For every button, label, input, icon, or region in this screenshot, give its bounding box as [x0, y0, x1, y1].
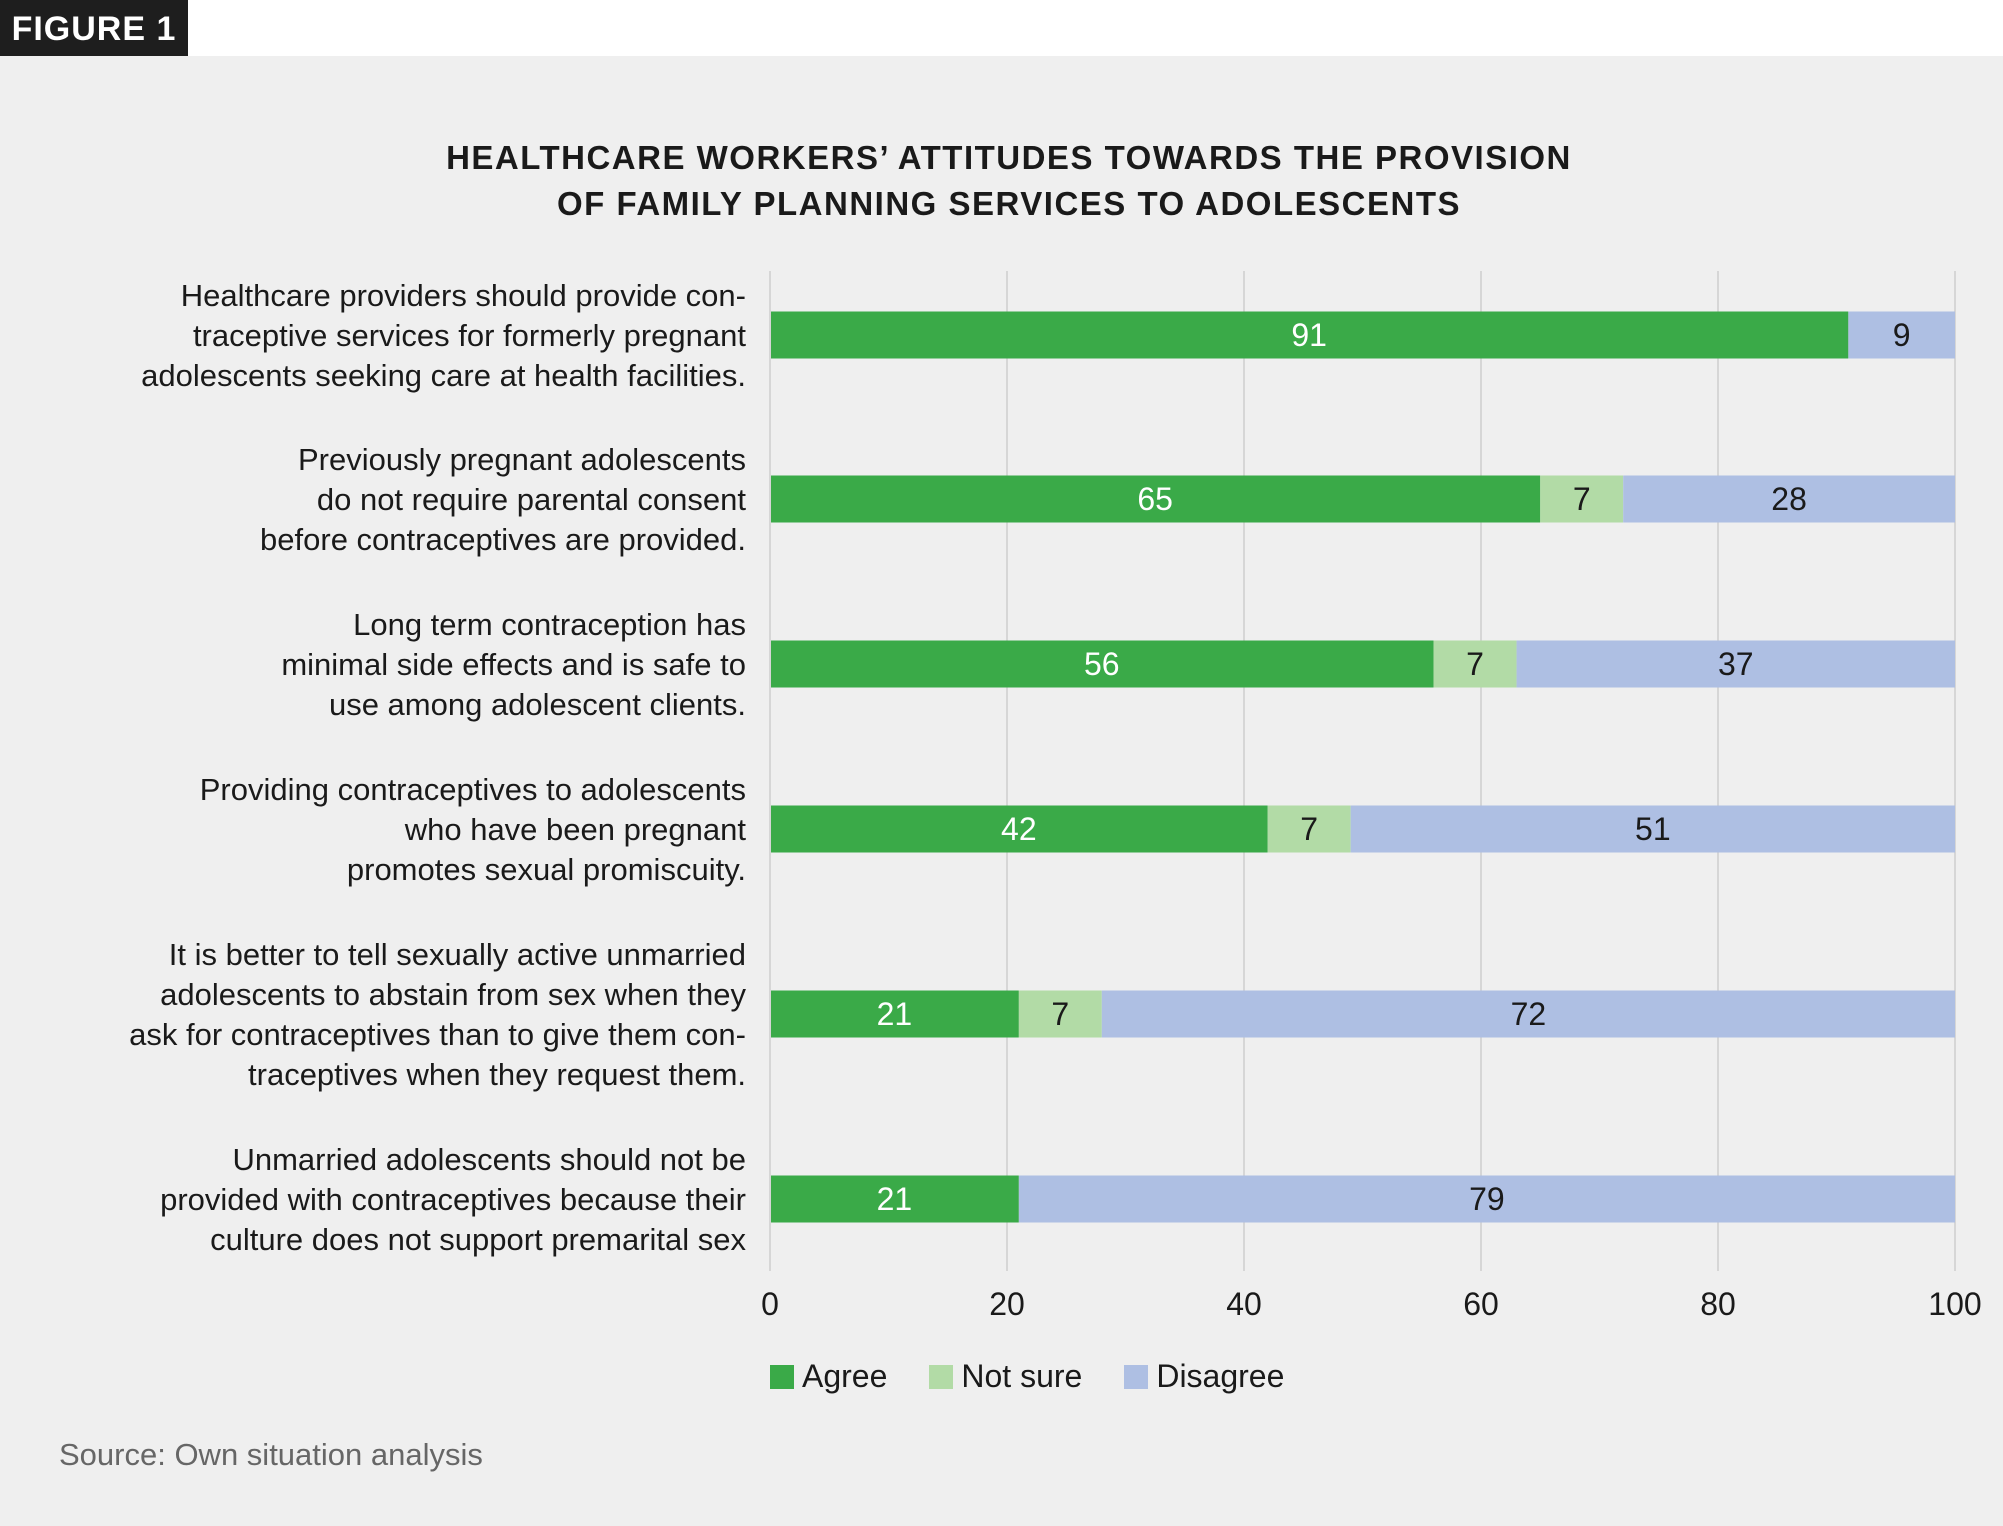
category-label: Unmarried adolescents should not be provi… — [160, 1140, 746, 1260]
legend-label: Not sure — [961, 1358, 1083, 1394]
bar-segment-not-sure — [1267, 805, 1351, 853]
category-label-line: Previously pregnant adolescents — [297, 442, 746, 477]
category-label-line: Providing contraceptives to adolescents — [199, 772, 746, 807]
data-label: 65 — [1137, 481, 1173, 517]
category-label-line: It is better to tell sexually active unm… — [168, 937, 746, 972]
legend-item: Agree — [770, 1358, 887, 1395]
x-tick-label: 20 — [989, 1286, 1025, 1322]
category-label-line: adolescents to abstain from sex when the… — [160, 977, 746, 1012]
source-note: Source: Own situation analysis — [59, 1437, 483, 1472]
bar-segment-agree — [770, 640, 1434, 688]
data-label: 7 — [1300, 811, 1318, 847]
x-tick-label: 60 — [1463, 1286, 1499, 1322]
category-label-line: before contraceptives are provided. — [260, 522, 746, 557]
category-label: Long term contraception has minimal side … — [281, 605, 746, 725]
data-label: 51 — [1635, 811, 1671, 847]
bar-segment-disagree — [1018, 1175, 1955, 1223]
bar-segment-agree — [770, 475, 1541, 523]
chart-title-line: HEALTHCARE WORKERS’ ATTITUDES TOWARDS TH… — [446, 139, 1572, 176]
data-label: 56 — [1084, 646, 1120, 682]
category-label-line: Long term contraception has — [353, 607, 746, 642]
category-label-line: Healthcare providers should provide con- — [180, 278, 746, 313]
x-tick-label: 40 — [1226, 1286, 1262, 1322]
chart-panel — [0, 56, 2003, 1526]
x-tick-label: 0 — [761, 1286, 779, 1322]
data-label: 91 — [1291, 317, 1327, 353]
legend-swatch — [770, 1364, 794, 1389]
legend-swatch — [1124, 1364, 1149, 1389]
data-label: 7 — [1573, 481, 1591, 517]
category-label-line: do not require parental consent — [316, 482, 746, 517]
bar-segment-disagree — [1848, 311, 1955, 359]
bar-segment-agree — [770, 805, 1268, 853]
bar-segment-disagree — [1101, 990, 1955, 1038]
category-label-line: ask for contraceptives than to give them… — [129, 1017, 746, 1052]
category-label-line: Unmarried adolescents should not be — [232, 1142, 746, 1177]
category-label-line: provided with contraceptives because the… — [160, 1182, 746, 1217]
data-label: 72 — [1511, 996, 1547, 1032]
legend-item: Disagree — [1124, 1358, 1284, 1395]
data-label: 79 — [1469, 1181, 1505, 1217]
category-label: Healthcare providers should provide con-… — [141, 276, 746, 396]
data-label: 28 — [1771, 481, 1807, 517]
legend-label: Agree — [802, 1358, 888, 1394]
x-tick-label: 80 — [1700, 1286, 1736, 1322]
data-label: 42 — [1001, 811, 1037, 847]
category-label: Previously pregnant adolescents do not re… — [260, 440, 746, 560]
data-label: 7 — [1466, 646, 1484, 682]
data-label: 21 — [877, 996, 913, 1032]
category-label-line: minimal side effects and is safe to — [281, 647, 746, 682]
bar-segment-disagree — [1516, 640, 1955, 688]
category-label: It is better to tell sexually active unm… — [129, 935, 746, 1095]
category-label-line: who have been pregnant — [404, 812, 746, 847]
category-label-line: adolescents seeking care at health facil… — [141, 358, 746, 393]
bar-segment-agree — [770, 1175, 1019, 1223]
figure-tab: FIGURE 1 — [0, 0, 188, 56]
data-label: 9 — [1893, 317, 1911, 353]
category-label-line: traceptive services for formerly pregnan… — [192, 318, 746, 353]
chart-title-line: OF FAMILY PLANNING SERVICES TO ADOLESCEN… — [556, 185, 1462, 222]
category-label-line: promotes sexual promiscuity. — [346, 852, 746, 887]
bar-segment-not-sure — [1540, 475, 1624, 523]
data-label: 21 — [877, 1181, 913, 1217]
x-tick-label: 100 — [1928, 1286, 1981, 1322]
data-label: 37 — [1718, 646, 1754, 682]
bar-segment-agree — [770, 311, 1849, 359]
bar-segment-disagree — [1350, 805, 1955, 853]
chart-title: HEALTHCARE WORKERS’ ATTITUDES TOWARDS TH… — [0, 135, 2003, 227]
data-label: 7 — [1051, 996, 1069, 1032]
bar-segment-not-sure — [1433, 640, 1517, 688]
legend-swatch — [929, 1364, 954, 1389]
bar-segment-agree — [770, 990, 1019, 1038]
bar-segment-disagree — [1623, 475, 1955, 523]
legend-label: Disagree — [1156, 1358, 1285, 1394]
legend: Agree Not sure Disagree — [770, 1358, 1284, 1395]
bar-segment-not-sure — [1018, 990, 1102, 1038]
category-label: Providing contraceptives to adolescents w… — [200, 770, 746, 890]
legend-item: Not sure — [929, 1358, 1082, 1395]
category-label-line: use among adolescent clients. — [328, 687, 746, 722]
category-label-line: culture does not support premarital sex — [210, 1222, 746, 1257]
category-label-line: traceptives when they request them. — [248, 1057, 746, 1092]
